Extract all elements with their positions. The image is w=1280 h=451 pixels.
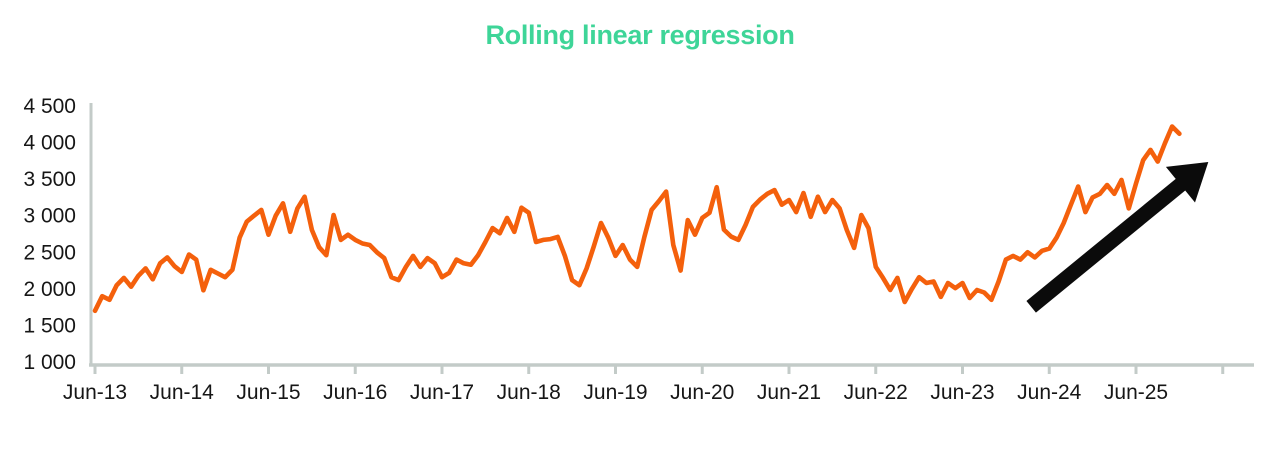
y-tick-label: 3 000 bbox=[23, 205, 76, 228]
x-tick-label: Jun-16 bbox=[323, 381, 387, 404]
y-tick-label: 2 500 bbox=[23, 241, 76, 264]
y-tick-label: 4 000 bbox=[23, 132, 76, 155]
x-tick-label: Jun-20 bbox=[670, 381, 734, 404]
y-tick-label: 3 500 bbox=[23, 168, 76, 191]
x-tick-label: Jun-21 bbox=[757, 381, 821, 404]
x-tick-label: Jun-13 bbox=[63, 381, 127, 404]
x-tick-label: Jun-23 bbox=[930, 381, 994, 404]
y-tick-label: 2 000 bbox=[23, 278, 76, 301]
x-tick-label: Jun-24 bbox=[1017, 381, 1082, 404]
y-tick-label: 1 500 bbox=[23, 314, 76, 337]
y-tick-label: 1 000 bbox=[23, 351, 76, 374]
x-tick-label: Jun-18 bbox=[497, 381, 561, 404]
x-tick-label: Jun-15 bbox=[236, 381, 300, 404]
x-tick-label: Jun-25 bbox=[1104, 381, 1168, 404]
y-tick-label: 4 500 bbox=[23, 95, 76, 118]
x-tick-label: Jun-22 bbox=[844, 381, 908, 404]
x-tick-label: Jun-19 bbox=[583, 381, 647, 404]
x-tick-label: Jun-14 bbox=[150, 381, 215, 404]
x-tick-label: Jun-17 bbox=[410, 381, 474, 404]
series-line bbox=[92, 124, 1182, 314]
trend-arrow-head bbox=[1165, 162, 1209, 203]
chart-title: Rolling linear regression bbox=[485, 20, 795, 50]
trend-arrow-shaft bbox=[1026, 174, 1191, 313]
